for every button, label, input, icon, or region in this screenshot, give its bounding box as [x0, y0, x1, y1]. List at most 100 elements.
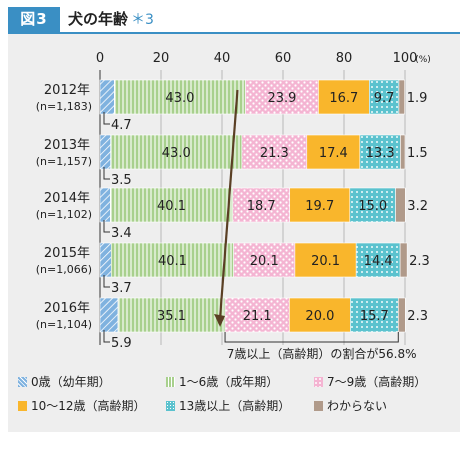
- bar-segment: [241, 134, 308, 170]
- data-label: 43.0: [162, 146, 191, 161]
- sample-size-label: (n=1,066): [36, 263, 92, 276]
- bar-segment: [306, 134, 361, 170]
- category-label: 2015年: [44, 246, 90, 261]
- legend-item: わからない: [314, 398, 387, 414]
- bar-segment: [349, 187, 396, 223]
- data-label: 1.5: [407, 146, 428, 161]
- data-label: 17.4: [319, 146, 348, 161]
- bar-segment: [110, 134, 243, 170]
- bar-segment: [398, 79, 405, 115]
- x-tick-label: 100: [393, 51, 418, 66]
- axis-unit: (%): [415, 55, 431, 65]
- bar-segment: [99, 134, 111, 170]
- data-label: 1.9: [407, 91, 428, 106]
- legend-item: 13歳以上（高齢期）: [166, 398, 290, 414]
- legend-swatch: [314, 401, 323, 411]
- data-label: 15.0: [358, 199, 387, 214]
- data-label: 2.3: [409, 254, 430, 269]
- x-tick-label: 60: [275, 51, 292, 66]
- category-label: 2014年: [44, 191, 90, 206]
- bar-segment: [99, 79, 115, 115]
- label-layer: 2012年 (n=1,183) 4.7 43.0 23.9 16.7 9.7 1.9 2013年…: [36, 83, 430, 351]
- bar-segment: [232, 187, 291, 223]
- legend-swatch: [18, 401, 27, 411]
- legend-label: 7〜9歳（高齢期）: [327, 375, 427, 389]
- data-label: 21.3: [260, 146, 289, 161]
- senior-share-bracket: [224, 332, 399, 343]
- leader-line: [103, 330, 110, 343]
- bar-segment: [110, 242, 234, 278]
- chart-title-text: 犬の年齢: [68, 10, 129, 28]
- x-tick-label: 40: [214, 51, 231, 66]
- senior-share-annotation: 7歳以上（高齢期）の割合が56.8%: [227, 346, 417, 361]
- legend-label: 13歳以上（高齢期）: [179, 399, 291, 413]
- bar-segment: [350, 297, 399, 333]
- data-label: 9.7: [374, 91, 395, 106]
- figure-tag: 図3: [8, 7, 60, 32]
- bar-segment: [99, 242, 112, 278]
- data-label: 40.1: [157, 199, 186, 214]
- data-label: 40.1: [158, 254, 187, 269]
- category-label: 2012年: [44, 83, 90, 98]
- bar-layer: [99, 79, 408, 333]
- trend-arrow-line: [218, 89, 239, 319]
- legend-label: わからない: [327, 399, 388, 413]
- bar-segment: [399, 242, 408, 278]
- leader-line: [103, 167, 110, 180]
- data-label: 43.0: [165, 91, 194, 106]
- sample-size-label: (n=1,157): [36, 155, 92, 168]
- data-label: 21.1: [243, 309, 272, 324]
- data-label: 20.1: [250, 254, 279, 269]
- sample-size-label: (n=1,104): [36, 318, 92, 331]
- leader-line: [103, 275, 110, 288]
- legend-label: 1〜6歳（成年期）: [179, 375, 279, 389]
- data-label: 5.9: [111, 336, 132, 351]
- data-label: 23.9: [267, 91, 296, 106]
- bar-segment: [359, 134, 401, 170]
- data-label: 35.1: [157, 309, 186, 324]
- bar-segment: [397, 297, 406, 333]
- bar-segment: [110, 187, 233, 223]
- data-label: 3.7: [111, 281, 132, 296]
- legend-swatch: [314, 377, 323, 387]
- bar-segment: [318, 79, 370, 115]
- leader-line: [103, 220, 110, 233]
- bar-segment: [99, 187, 111, 223]
- sample-size-label: (n=1,102): [36, 208, 92, 221]
- bar-segment: [400, 134, 406, 170]
- legend-label: 0歳（幼年期）: [31, 375, 111, 389]
- data-label: 13.3: [366, 146, 395, 161]
- data-label: 3.2: [407, 199, 428, 214]
- sample-size-label: (n=1,183): [36, 100, 92, 113]
- bar-segment: [289, 297, 351, 333]
- legend-item: 1〜6歳（成年期）: [166, 374, 278, 390]
- data-label: 4.7: [111, 118, 132, 133]
- data-label: 19.7: [305, 199, 334, 214]
- data-label: 18.7: [247, 199, 276, 214]
- trend-arrow-head: [214, 314, 226, 327]
- bar-segment: [224, 297, 290, 333]
- data-label: 2.3: [407, 309, 428, 324]
- header-rule: [8, 32, 460, 34]
- bar-segment: [114, 79, 246, 115]
- data-label: 20.1: [311, 254, 340, 269]
- x-tick-label: 20: [153, 51, 170, 66]
- chart-title: 犬の年齢 ＊3: [68, 7, 154, 32]
- bar-segment: [289, 187, 351, 223]
- bar-segment: [117, 297, 226, 333]
- bar-segment: [99, 297, 119, 333]
- leader-line: [103, 112, 110, 125]
- bar-segment: [245, 79, 319, 115]
- legend-item: 10〜12歳（高齢期）: [18, 398, 146, 414]
- data-label: 14.4: [364, 254, 393, 269]
- data-label: 3.5: [111, 173, 132, 188]
- legend-item: 0歳（幼年期）: [18, 374, 111, 390]
- annotation-layer: 7歳以上（高齢期）の割合が56.8%: [214, 89, 417, 361]
- data-label: 15.7: [360, 309, 389, 324]
- bar-segment: [355, 242, 401, 278]
- legend-swatch: [166, 401, 175, 411]
- data-label: 3.4: [111, 226, 132, 241]
- bar-segment: [395, 187, 406, 223]
